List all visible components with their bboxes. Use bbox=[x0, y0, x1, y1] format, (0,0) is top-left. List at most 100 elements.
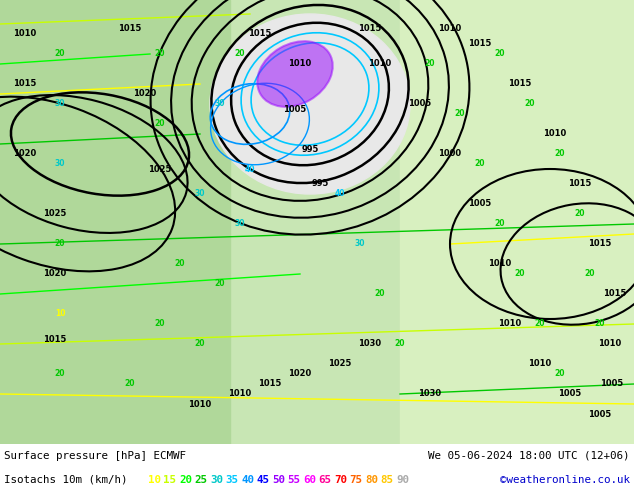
Text: 1010: 1010 bbox=[228, 390, 252, 398]
Text: 20: 20 bbox=[155, 319, 165, 328]
Text: 1030: 1030 bbox=[418, 390, 441, 398]
Text: 1015: 1015 bbox=[469, 40, 492, 49]
Text: 20: 20 bbox=[555, 369, 566, 378]
Text: 1015: 1015 bbox=[508, 79, 532, 89]
Text: 20: 20 bbox=[55, 240, 65, 248]
Text: 30: 30 bbox=[355, 240, 365, 248]
Text: 1010: 1010 bbox=[368, 59, 392, 69]
Text: 20: 20 bbox=[125, 379, 135, 389]
Text: 35: 35 bbox=[226, 475, 238, 485]
Text: 1015: 1015 bbox=[568, 179, 592, 189]
Text: 1015: 1015 bbox=[358, 24, 382, 33]
Text: 20: 20 bbox=[575, 210, 585, 219]
Text: 1010: 1010 bbox=[543, 129, 567, 139]
Text: 1025: 1025 bbox=[328, 360, 352, 368]
Text: 1015: 1015 bbox=[588, 240, 612, 248]
Ellipse shape bbox=[210, 14, 410, 194]
Text: 20: 20 bbox=[55, 49, 65, 58]
Text: 30: 30 bbox=[195, 190, 205, 198]
Text: 20: 20 bbox=[534, 319, 545, 328]
Text: 20: 20 bbox=[525, 99, 535, 108]
Text: 30: 30 bbox=[235, 220, 245, 228]
Text: 20: 20 bbox=[425, 59, 436, 69]
Text: 20: 20 bbox=[475, 160, 485, 169]
Text: ©weatheronline.co.uk: ©weatheronline.co.uk bbox=[500, 475, 630, 485]
Text: 1020: 1020 bbox=[133, 90, 157, 98]
Ellipse shape bbox=[257, 41, 333, 107]
Text: 1020: 1020 bbox=[43, 270, 67, 278]
Text: 20: 20 bbox=[155, 120, 165, 128]
Text: 1005: 1005 bbox=[283, 104, 307, 114]
Text: 80: 80 bbox=[365, 475, 378, 485]
Text: 1005: 1005 bbox=[600, 379, 624, 389]
Text: 20: 20 bbox=[495, 49, 505, 58]
Text: 20: 20 bbox=[55, 369, 65, 378]
Text: 50: 50 bbox=[272, 475, 285, 485]
Text: 65: 65 bbox=[318, 475, 332, 485]
Text: 1010: 1010 bbox=[488, 260, 512, 269]
Text: 1020: 1020 bbox=[288, 369, 312, 378]
Text: 20: 20 bbox=[175, 260, 185, 269]
Text: 1030: 1030 bbox=[358, 340, 382, 348]
Text: 30: 30 bbox=[55, 160, 65, 169]
Text: 1015: 1015 bbox=[119, 24, 141, 33]
Text: 1015: 1015 bbox=[258, 379, 281, 389]
Text: 40: 40 bbox=[241, 475, 254, 485]
Text: 20: 20 bbox=[395, 340, 405, 348]
Text: 30: 30 bbox=[55, 99, 65, 108]
Text: 20: 20 bbox=[555, 149, 566, 158]
Text: 25: 25 bbox=[195, 475, 207, 485]
Text: 1010: 1010 bbox=[438, 24, 462, 33]
Bar bbox=[400, 0, 634, 444]
Text: 90: 90 bbox=[396, 475, 409, 485]
Text: 1005: 1005 bbox=[469, 199, 491, 209]
Text: 20: 20 bbox=[179, 475, 192, 485]
Text: 20: 20 bbox=[585, 270, 595, 278]
Text: 70: 70 bbox=[334, 475, 347, 485]
Text: 75: 75 bbox=[349, 475, 363, 485]
Text: 1010: 1010 bbox=[528, 360, 552, 368]
Text: 995: 995 bbox=[301, 145, 319, 153]
Text: 1025: 1025 bbox=[43, 210, 67, 219]
Text: 85: 85 bbox=[380, 475, 394, 485]
Text: 20: 20 bbox=[235, 49, 245, 58]
Text: 20: 20 bbox=[155, 49, 165, 58]
Text: 1025: 1025 bbox=[148, 165, 172, 173]
Text: 1010: 1010 bbox=[498, 319, 522, 328]
Text: We 05-06-2024 18:00 UTC (12+06): We 05-06-2024 18:00 UTC (12+06) bbox=[429, 450, 630, 461]
Text: 40: 40 bbox=[335, 190, 346, 198]
Text: 55: 55 bbox=[287, 475, 301, 485]
Text: 60: 60 bbox=[303, 475, 316, 485]
Text: Surface pressure [hPa] ECMWF: Surface pressure [hPa] ECMWF bbox=[4, 450, 186, 461]
Text: 1015: 1015 bbox=[13, 79, 37, 89]
Text: 20: 20 bbox=[195, 340, 205, 348]
Text: 1015: 1015 bbox=[43, 335, 67, 343]
Text: 1010: 1010 bbox=[288, 59, 312, 69]
Text: 1005: 1005 bbox=[559, 390, 581, 398]
Bar bbox=[0, 0, 230, 444]
Text: 1015: 1015 bbox=[249, 29, 272, 39]
Text: 30: 30 bbox=[210, 475, 223, 485]
Text: Isotachs 10m (km/h): Isotachs 10m (km/h) bbox=[4, 475, 127, 485]
Text: 1005: 1005 bbox=[588, 410, 612, 418]
Text: 20: 20 bbox=[595, 319, 605, 328]
Text: 20: 20 bbox=[495, 220, 505, 228]
Text: 1015: 1015 bbox=[604, 290, 626, 298]
Text: 10: 10 bbox=[55, 310, 65, 318]
Text: 40: 40 bbox=[245, 165, 256, 173]
Text: 10: 10 bbox=[148, 475, 161, 485]
Text: 1010: 1010 bbox=[188, 399, 212, 409]
Text: 1020: 1020 bbox=[13, 149, 37, 158]
Text: 15: 15 bbox=[164, 475, 176, 485]
Text: 1010: 1010 bbox=[598, 340, 621, 348]
Text: 1010: 1010 bbox=[13, 29, 37, 39]
Text: 45: 45 bbox=[257, 475, 269, 485]
Text: 20: 20 bbox=[515, 270, 525, 278]
Text: 20: 20 bbox=[375, 290, 385, 298]
Text: 995: 995 bbox=[311, 179, 328, 189]
Text: 20: 20 bbox=[215, 279, 225, 289]
Text: 20: 20 bbox=[455, 109, 465, 119]
Text: 1000: 1000 bbox=[439, 149, 462, 158]
Text: 30: 30 bbox=[215, 99, 225, 108]
Text: 1005: 1005 bbox=[408, 99, 432, 108]
